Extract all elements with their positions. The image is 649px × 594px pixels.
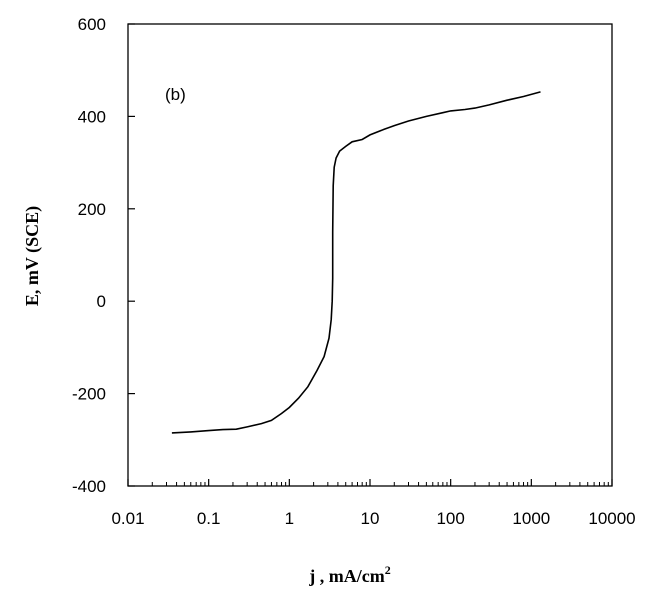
- panel-label: (b): [165, 85, 186, 104]
- y-tick-label: 0: [97, 292, 106, 311]
- x-tick-label: 100: [436, 509, 464, 528]
- x-tick-label: 0.01: [111, 509, 144, 528]
- x-axis-tick-labels: 0.01 0.1 1 10 100 1000 10000: [111, 509, 635, 528]
- plot-frame: [127, 23, 613, 487]
- polarization-curve: [171, 91, 541, 434]
- x-axis-title-text: j , mA/cm: [308, 566, 384, 586]
- y-axis-ticks: [128, 23, 135, 487]
- x-tick-label: 1000: [512, 509, 550, 528]
- y-tick-label: -200: [72, 385, 106, 404]
- y-axis-tick-labels: -400 -200 0 200 400 600: [72, 15, 106, 496]
- y-tick-label: 600: [78, 15, 106, 34]
- x-axis-ticks: [127, 479, 613, 486]
- y-axis-title: E, mV (SCE): [22, 206, 43, 306]
- x-tick-label: 10: [361, 509, 380, 528]
- x-tick-label: 10000: [588, 509, 635, 528]
- y-tick-label: 400: [78, 107, 106, 126]
- y-tick-label: 200: [78, 200, 106, 219]
- y-tick-label: -400: [72, 477, 106, 496]
- x-tick-label: 1: [285, 509, 294, 528]
- x-tick-label: 0.1: [197, 509, 221, 528]
- x-axis-title: j , mA/cm2: [308, 563, 390, 586]
- x-axis-title-superscript: 2: [385, 563, 391, 577]
